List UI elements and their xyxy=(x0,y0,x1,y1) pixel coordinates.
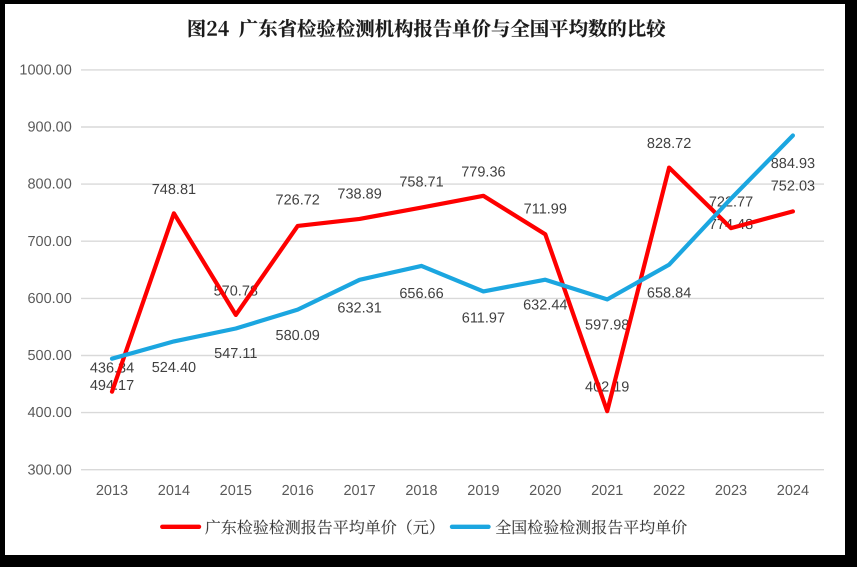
svg-text:711.99: 711.99 xyxy=(524,201,567,217)
svg-text:2022: 2022 xyxy=(653,483,685,499)
svg-text:2016: 2016 xyxy=(282,483,314,499)
svg-text:300.00: 300.00 xyxy=(27,462,71,478)
svg-text:900.00: 900.00 xyxy=(27,120,71,136)
svg-text:580.09: 580.09 xyxy=(276,328,320,344)
svg-text:828.72: 828.72 xyxy=(647,136,691,152)
svg-text:547.11: 547.11 xyxy=(214,346,257,362)
svg-text:400.00: 400.00 xyxy=(27,405,71,421)
svg-text:597.98: 597.98 xyxy=(585,318,629,334)
svg-text:2024: 2024 xyxy=(777,483,809,499)
svg-text:658.84: 658.84 xyxy=(647,286,691,302)
svg-text:779.36: 779.36 xyxy=(461,164,505,180)
svg-text:884.93: 884.93 xyxy=(771,156,815,172)
svg-text:752.03: 752.03 xyxy=(771,179,815,195)
svg-text:748.81: 748.81 xyxy=(152,182,196,198)
svg-text:2023: 2023 xyxy=(715,483,747,499)
svg-text:2020: 2020 xyxy=(529,483,561,499)
svg-text:2018: 2018 xyxy=(405,483,437,499)
svg-text:656.66: 656.66 xyxy=(399,286,443,302)
svg-text:722.77: 722.77 xyxy=(709,195,753,211)
svg-text:436.34: 436.34 xyxy=(90,360,134,376)
svg-text:632.44: 632.44 xyxy=(523,298,567,314)
svg-text:500.00: 500.00 xyxy=(27,348,71,364)
svg-text:726.72: 726.72 xyxy=(276,193,320,209)
svg-text:611.97: 611.97 xyxy=(462,310,505,326)
svg-text:738.89: 738.89 xyxy=(337,186,381,202)
svg-text:2017: 2017 xyxy=(343,483,375,499)
svg-text:2014: 2014 xyxy=(158,483,190,499)
svg-text:2021: 2021 xyxy=(591,483,623,499)
svg-text:800.00: 800.00 xyxy=(27,177,71,193)
svg-text:402.19: 402.19 xyxy=(585,380,629,396)
svg-text:2019: 2019 xyxy=(467,483,499,499)
svg-text:700.00: 700.00 xyxy=(27,234,71,250)
svg-text:1000.00: 1000.00 xyxy=(19,63,71,79)
svg-text:2013: 2013 xyxy=(96,483,128,499)
svg-text:600.00: 600.00 xyxy=(27,291,71,307)
svg-text:632.31: 632.31 xyxy=(337,301,381,317)
svg-text:2015: 2015 xyxy=(220,483,252,499)
svg-text:758.71: 758.71 xyxy=(399,175,443,191)
svg-text:524.40: 524.40 xyxy=(152,360,196,376)
